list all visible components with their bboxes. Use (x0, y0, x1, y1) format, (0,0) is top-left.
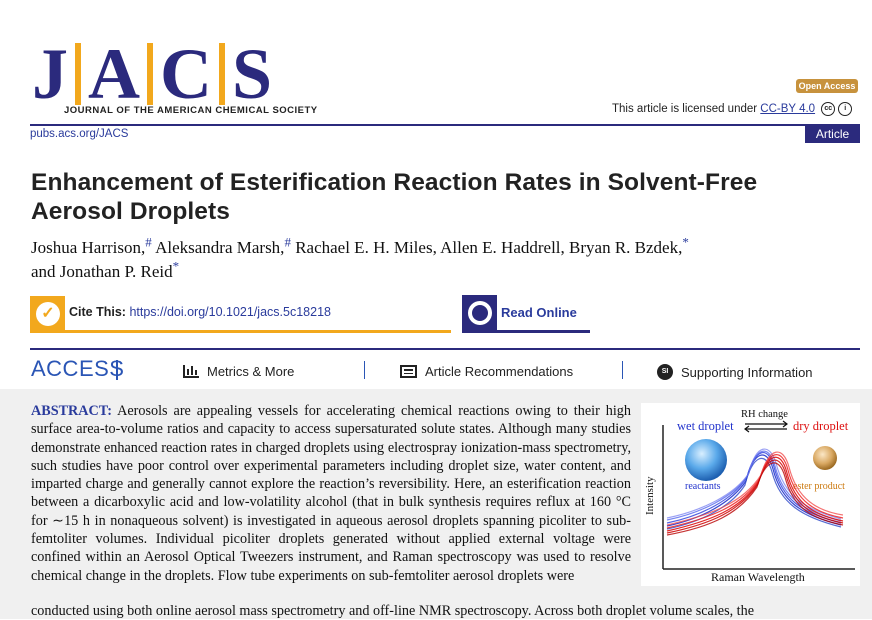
abstract-text: ABSTRACT: Aerosols are appealing vessels… (31, 402, 631, 585)
supporting-information-link[interactable]: SI Supporting Information (657, 364, 813, 380)
reactants-label: reactants (685, 481, 721, 492)
logo-divider (75, 43, 81, 105)
author[interactable]: Bryan R. Bzdek,* (569, 234, 689, 257)
toc-graphic[interactable]: Intensity Raman Wavelength RH change wet… (641, 403, 860, 586)
read-online-button[interactable]: Read Online (501, 305, 577, 320)
nav-separator (364, 361, 365, 379)
rh-change-label: RH change (741, 409, 788, 420)
globe-icon-fill (472, 305, 488, 321)
dry-droplet-sphere (813, 446, 837, 470)
license-link[interactable]: CC-BY 4.0 (760, 103, 816, 116)
journal-name: JOURNAL OF THE AMERICAN CHEMICAL SOCIETY (64, 105, 318, 116)
toc-figure: Intensity Raman Wavelength RH change wet… (644, 409, 855, 584)
logo-letter-j: J (32, 34, 68, 114)
abstract-label: ABSTRACT: (31, 403, 112, 419)
attribution-icon: i (838, 102, 853, 116)
read-online-underline (462, 330, 590, 333)
cite-this: Cite This: https://doi.org/10.1021/jacs.… (69, 305, 331, 319)
logo-letter-a: A (88, 34, 140, 114)
author[interactable]: and Jonathan P. Reid* (31, 258, 180, 281)
toc-x-label: Raman Wavelength (711, 570, 805, 584)
toc-y-label: Intensity (644, 476, 656, 515)
author[interactable]: Aleksandra Marsh,# (155, 234, 291, 257)
article-recommendations-link[interactable]: Article Recommendations (400, 364, 573, 379)
cc-icon: cc (821, 102, 836, 116)
logo-letter-c: C (160, 34, 212, 114)
journal-site-link[interactable]: pubs.acs.org/JACS (30, 128, 129, 140)
author[interactable]: Joshua Harrison,# (31, 234, 152, 257)
document-list-icon (400, 365, 417, 378)
abstract-body: Aerosols are appealing vessels for accel… (31, 403, 631, 584)
author[interactable]: Allen E. Haddrell, (440, 238, 565, 257)
access-divider (30, 348, 860, 350)
article-title: Enhancement of Esterification Reaction R… (31, 169, 758, 225)
author-list: Joshua Harrison,# Aleksandra Marsh,# Rac… (31, 234, 861, 284)
doi-link[interactable]: https://doi.org/10.1021/jacs.5c18218 (129, 305, 331, 319)
wet-droplet-sphere (685, 439, 727, 481)
recommendations-label: Article Recommendations (425, 364, 574, 379)
logo-letter-s: S (232, 34, 273, 114)
article-type-badge: Article (805, 125, 860, 143)
rh-change-arrows (744, 420, 788, 433)
toc-spectra (666, 448, 844, 536)
si-icon: SI (657, 364, 673, 380)
journal-logo: J A C S (32, 38, 272, 110)
open-access-badge: Open Access (796, 79, 858, 93)
metrics-label: Metrics & More (207, 364, 295, 379)
supporting-label: Supporting Information (681, 364, 813, 380)
access-label: ACCESS (31, 356, 125, 381)
logo-divider (147, 43, 153, 105)
abstract-text-continued: conducted using both online aerosol mass… (31, 603, 755, 619)
metrics-more-link[interactable]: Metrics & More (183, 364, 294, 379)
checkmark-icon: ✓ (36, 302, 60, 326)
author[interactable]: Rachael E. H. Miles, (295, 238, 437, 257)
license-prefix: This article is licensed under (612, 103, 758, 116)
nav-separator (622, 361, 623, 379)
dry-droplet-label: dry droplet (793, 419, 849, 433)
ester-product-label: ester product (793, 481, 845, 492)
header-divider (30, 124, 860, 126)
cite-label: Cite This: (69, 305, 126, 319)
bar-chart-icon (183, 365, 199, 378)
wet-droplet-label: wet droplet (677, 419, 734, 433)
access-separator (116, 360, 118, 380)
cite-underline (30, 330, 451, 333)
logo-divider (219, 43, 225, 105)
license-notice: This article is licensed under CC-BY 4.0… (612, 102, 853, 116)
